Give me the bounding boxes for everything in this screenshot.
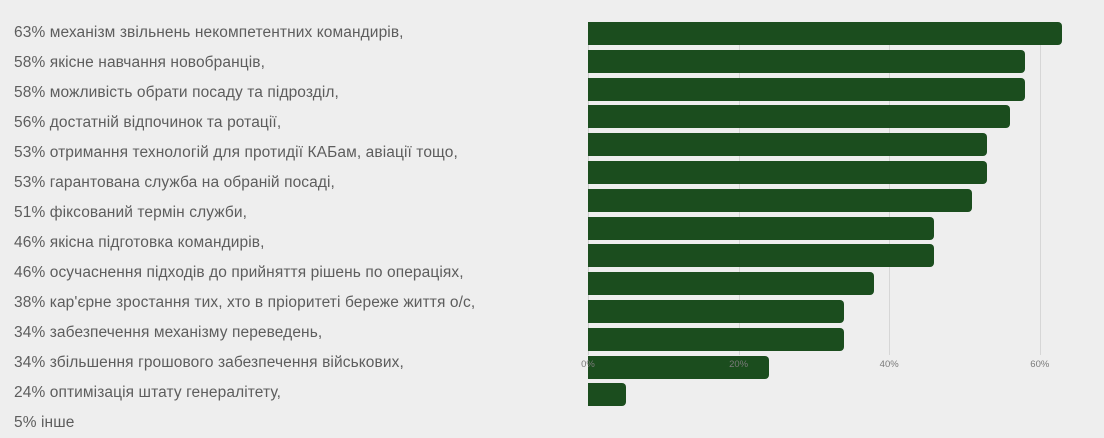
legend-item: 58% можливість обрати посаду та підрозді… — [14, 84, 339, 101]
legend-item: 58% якісне навчання новобранців, — [14, 54, 266, 71]
bar — [588, 300, 845, 323]
bar — [588, 327, 845, 351]
plot-area — [588, 22, 1088, 407]
legend-item: 56% достатній відпочинок та ротації, — [14, 114, 282, 131]
legend-item: 46% осучаснення підходів до прийняття рі… — [14, 264, 464, 281]
bar — [588, 133, 988, 157]
bar-row — [588, 188, 1088, 212]
x-axis: 0% 20% 40% 60% — [581, 355, 1088, 381]
x-tick-label: 0% — [581, 359, 595, 370]
legend-item: 53% гарантована служба на обраній посаді… — [14, 174, 335, 191]
bar-row — [588, 355, 1088, 379]
bar-row — [588, 244, 1088, 268]
bar — [588, 161, 988, 184]
bar-row — [588, 22, 1088, 45]
bar-row — [588, 327, 1088, 351]
bar-row — [588, 383, 1088, 407]
bar-chart: 0% 20% 40% 60% — [581, 22, 1088, 407]
bar — [588, 105, 1010, 129]
legend-item: 38% кар'єрне зростання тих, хто в пріори… — [14, 294, 476, 311]
bar-row — [588, 77, 1088, 101]
x-tick-label: 40% — [879, 359, 899, 370]
bar — [588, 77, 1025, 101]
bar — [588, 22, 1063, 45]
bar — [588, 49, 1025, 73]
bar — [588, 272, 875, 296]
bar — [588, 355, 769, 379]
legend-item: 63% механізм звільнень некомпетентних ко… — [14, 24, 404, 41]
x-tick-label: 60% — [1030, 359, 1050, 370]
legend-list: 63% механізм звільнень некомпетентних ко… — [0, 18, 570, 438]
bar — [588, 216, 935, 240]
bar-row — [588, 216, 1088, 240]
legend-item: 51% фіксований термін служби, — [14, 204, 248, 221]
bar-row — [588, 272, 1088, 296]
bar-row — [588, 300, 1088, 323]
bar-series — [588, 22, 1088, 407]
bar — [588, 244, 935, 268]
legend-item: 34% забезпечення механізму переведень, — [14, 324, 323, 341]
bar — [588, 383, 626, 407]
bar-row — [588, 161, 1088, 184]
legend-item: 34% збільшення грошового забезпечення ві… — [14, 354, 404, 371]
x-tick-label: 20% — [729, 359, 749, 370]
bar-row — [588, 133, 1088, 157]
legend-item: 53% отримання технологій для протидії КА… — [14, 144, 458, 161]
bar-row — [588, 49, 1088, 73]
legend-item: 24% оптимізація штату генералітету, — [14, 384, 282, 401]
legend-item: 5% інше — [14, 414, 75, 431]
bar — [588, 188, 973, 212]
bar-row — [588, 105, 1088, 129]
legend-item: 46% якісна підготовка командирів, — [14, 234, 265, 251]
